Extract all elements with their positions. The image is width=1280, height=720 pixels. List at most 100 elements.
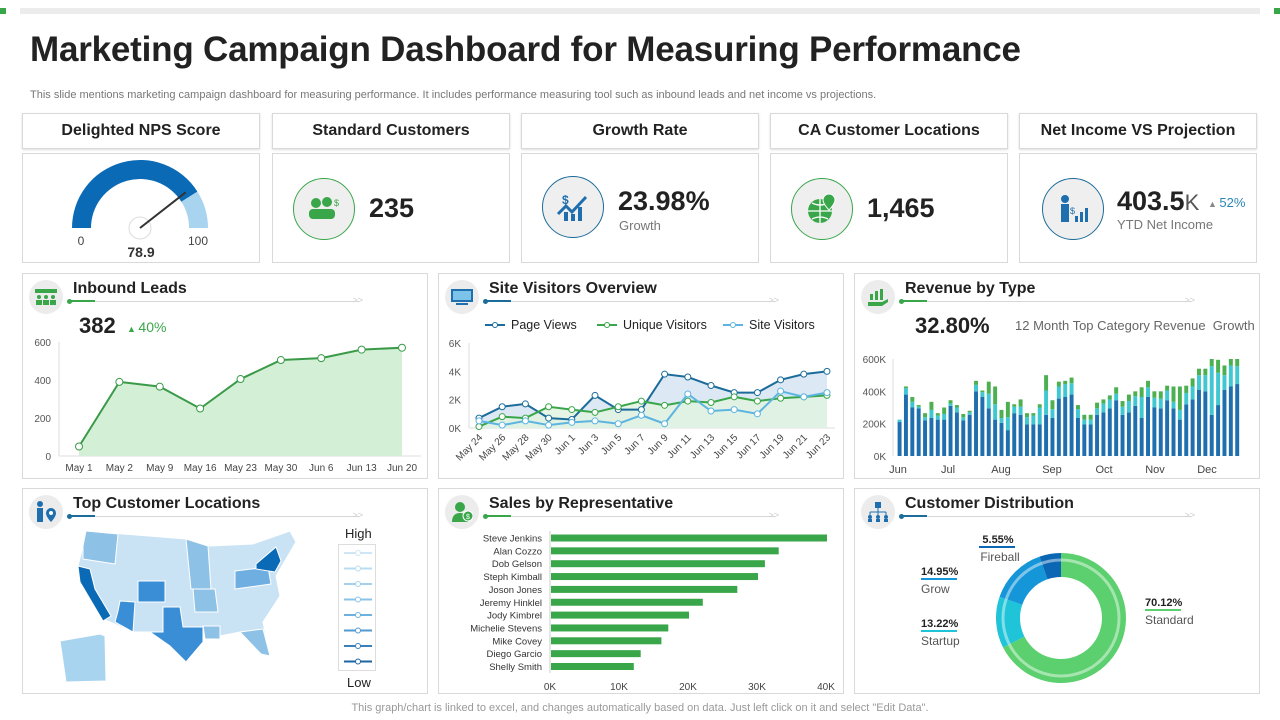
y-tick-label: 200 bbox=[34, 414, 51, 425]
data-point bbox=[545, 414, 553, 422]
panel-top-customer-locations: Top Customer Locations >> High Low bbox=[22, 488, 428, 694]
data-point bbox=[684, 390, 692, 398]
data-point bbox=[707, 399, 715, 406]
kpi-card-nps: 0 100 78.9 bbox=[22, 153, 260, 263]
bar-segment bbox=[942, 413, 947, 420]
bar-segment bbox=[1018, 399, 1023, 407]
kpi-card-ca: 1,465 bbox=[770, 153, 1008, 263]
bar-segment bbox=[1190, 399, 1195, 456]
bar-segment bbox=[1203, 375, 1208, 392]
bar-segment bbox=[1203, 391, 1208, 456]
bar-segment bbox=[1228, 365, 1233, 387]
bar-segment bbox=[980, 392, 985, 397]
kpi-card-growth: $ 23.98% Growth bbox=[521, 153, 759, 263]
person-location-icon bbox=[29, 495, 63, 529]
x-tick-label: Jun 19 bbox=[758, 432, 787, 461]
slice-label: Fireball bbox=[980, 550, 1019, 564]
data-point bbox=[684, 373, 692, 381]
bar bbox=[551, 534, 827, 542]
bar-segment bbox=[948, 403, 953, 406]
bar-segment bbox=[1063, 380, 1068, 385]
bar-segment bbox=[1139, 387, 1144, 397]
legend-marker bbox=[730, 322, 736, 328]
bar-segment bbox=[1171, 408, 1176, 456]
y-tick-label: 0K bbox=[449, 424, 462, 435]
bar-segment bbox=[1069, 377, 1074, 384]
label-underline bbox=[1145, 609, 1181, 611]
bar-segment bbox=[916, 405, 921, 407]
bar-segment bbox=[961, 420, 966, 456]
title-underline: >> bbox=[67, 510, 363, 520]
bar-segment bbox=[1126, 394, 1131, 402]
bar-segment bbox=[967, 410, 972, 413]
bar-segment bbox=[1152, 391, 1157, 398]
bar-segment bbox=[999, 422, 1004, 456]
bar-segment bbox=[903, 388, 908, 395]
bar-segment bbox=[1107, 408, 1112, 456]
bar-segment bbox=[1012, 404, 1017, 407]
slice-label: Standard bbox=[1145, 613, 1194, 627]
inbound-change: ▲ 40% bbox=[127, 319, 167, 335]
data-point bbox=[398, 343, 406, 352]
state-az bbox=[114, 600, 136, 633]
bar-segment bbox=[1216, 405, 1221, 456]
up-triangle-icon: ▲ bbox=[127, 324, 139, 334]
bar-segment bbox=[1158, 398, 1163, 409]
bar-segment bbox=[1171, 386, 1176, 402]
bar-segment bbox=[1184, 392, 1189, 405]
bar bbox=[551, 650, 641, 658]
title-underline: >> bbox=[483, 510, 779, 520]
bar-segment bbox=[999, 418, 1004, 423]
panel-sales-by-representative: $ Sales by Representative >> Steve Jenki… bbox=[438, 488, 844, 694]
category-label: Mike Covey bbox=[492, 636, 542, 647]
bar-segment bbox=[1012, 413, 1017, 456]
bar-segment bbox=[1082, 424, 1087, 456]
us-map bbox=[59, 530, 297, 683]
data-point bbox=[777, 387, 785, 395]
bar-segment bbox=[923, 413, 928, 418]
title-underline: >> bbox=[899, 510, 1195, 520]
data-point bbox=[545, 421, 553, 429]
bar-segment bbox=[1095, 408, 1100, 415]
y-tick-label: 200K bbox=[863, 420, 887, 431]
state-la bbox=[202, 625, 221, 640]
bar-segment bbox=[929, 401, 934, 410]
legend-label: Page Views bbox=[511, 318, 577, 332]
bar bbox=[551, 624, 669, 632]
bar bbox=[551, 637, 662, 645]
bar-segment bbox=[1190, 378, 1195, 387]
bar-segment bbox=[1056, 386, 1061, 399]
data-point bbox=[753, 410, 761, 418]
bar-segment bbox=[974, 384, 978, 392]
bar-segment bbox=[954, 405, 959, 408]
legend-marker bbox=[355, 658, 361, 665]
legend-marker bbox=[355, 581, 361, 587]
bar-segment bbox=[929, 418, 934, 456]
legend-marker bbox=[355, 565, 361, 572]
bar-segment bbox=[935, 419, 940, 456]
net-income-number: 403.5 bbox=[1117, 186, 1185, 216]
kpi-card-income: $ 403.5K ▲ 52% YTD Net Income bbox=[1019, 153, 1257, 263]
category-label: Diego Garcio bbox=[487, 649, 542, 660]
bar-segment bbox=[1101, 399, 1106, 404]
data-point bbox=[637, 411, 645, 419]
bar-segment bbox=[986, 381, 991, 394]
bar-segment bbox=[974, 391, 978, 456]
net-income-value: 403.5K bbox=[1117, 186, 1199, 217]
bar-segment bbox=[1222, 365, 1227, 376]
category-label: Jeremy Hinklel bbox=[480, 598, 542, 609]
slice-value: 5.55% bbox=[982, 534, 1013, 546]
y-tick-label: 600K bbox=[863, 355, 887, 366]
up-triangle-icon: ▲ bbox=[1208, 199, 1220, 209]
bar-segment bbox=[1216, 359, 1221, 373]
nps-gauge: 0 100 78.9 bbox=[72, 160, 208, 260]
data-point bbox=[475, 423, 483, 431]
panel-site-visitors: Site Visitors Overview >> 0K 2K 4K 6K Page V… bbox=[438, 273, 844, 479]
bar-segment bbox=[1056, 381, 1061, 387]
slice-value: 13.22% bbox=[921, 618, 959, 630]
x-tick-label: Aug bbox=[991, 464, 1011, 476]
bar-segment bbox=[1005, 430, 1010, 456]
y-tick-label: 0K bbox=[874, 452, 887, 463]
y-tick-label: 0 bbox=[45, 452, 51, 463]
